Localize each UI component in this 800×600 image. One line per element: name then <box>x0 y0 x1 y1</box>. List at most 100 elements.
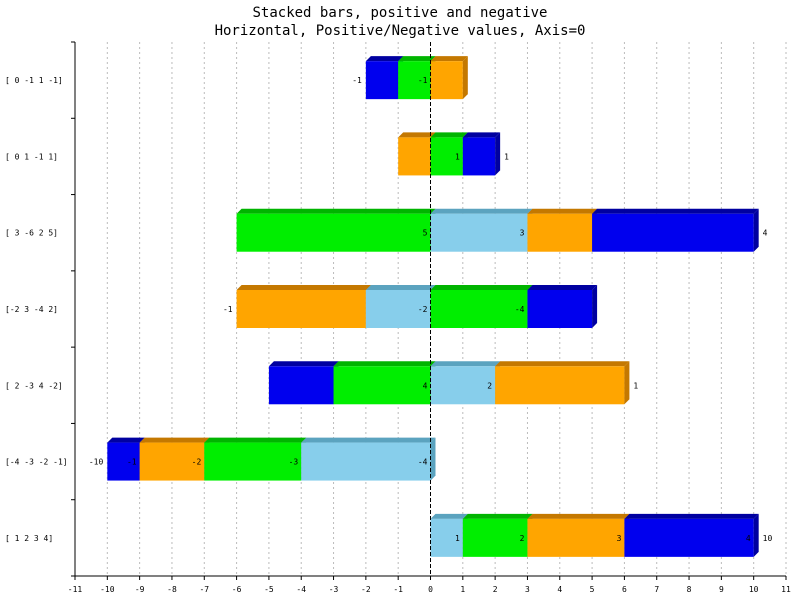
segment-value-label: 2 <box>520 534 525 543</box>
x-tick-label: 7 <box>654 585 659 594</box>
segment-value-label: 4 <box>746 534 751 543</box>
category-label: [ 3 -6 2 5] <box>5 229 58 238</box>
bar-segment <box>398 137 431 176</box>
x-tick-label: -8 <box>167 585 177 594</box>
x-tick-label: 0 <box>428 585 433 594</box>
bar-segment-side <box>430 437 436 481</box>
bar-group <box>107 437 436 481</box>
bar-segment-top <box>462 513 533 519</box>
bar-segment <box>527 290 593 328</box>
bar-group <box>398 132 501 176</box>
x-tick-label: 9 <box>719 585 724 594</box>
segment-value-label: -1 <box>127 458 137 467</box>
bar-segment <box>527 518 625 557</box>
total-value-label: 1 <box>633 381 638 390</box>
bar-segment-top <box>430 361 501 367</box>
total-value-label: -1 <box>223 305 233 314</box>
total-value-label: 4 <box>763 229 768 238</box>
bar-group <box>236 285 598 328</box>
bar-segment-side <box>624 361 630 405</box>
chart-title: Stacked bars, positive and negative <box>252 5 548 21</box>
total-value-label: -1 <box>352 76 362 85</box>
labels-layer: 1 2 3 4 10[ 1 2 3 4]-4-3-2-1-10[-4 -3 -2 -1]… <box>5 76 791 594</box>
bar-segment <box>430 366 496 405</box>
x-tick-label: -7 <box>199 585 209 594</box>
bar-segment <box>430 61 463 100</box>
x-tick-label: -10 <box>100 585 115 594</box>
segment-value-label: -2 <box>192 458 202 467</box>
x-tick-label: 10 <box>749 585 759 594</box>
bar-segment <box>527 213 593 252</box>
bar-segment <box>365 290 431 328</box>
bar-segment-top <box>301 437 436 443</box>
bar-segment <box>398 61 431 100</box>
bar-segment-side <box>462 56 468 100</box>
x-tick-label: -11 <box>68 585 83 594</box>
bar-segment <box>592 213 754 252</box>
bar-group <box>430 513 759 557</box>
x-tick-label: 4 <box>557 585 562 594</box>
bar-segment <box>430 518 463 557</box>
chart-subtitle: Horizontal, Positive/Negative values, Ax… <box>214 23 586 39</box>
x-tick-label: -5 <box>264 585 274 594</box>
bar-segment <box>430 290 528 328</box>
bar-segment-top <box>430 56 468 62</box>
bars-layer <box>107 56 759 557</box>
x-tick-label: 5 <box>590 585 595 594</box>
bar-segment-top <box>236 208 436 214</box>
x-tick-label: -9 <box>135 585 145 594</box>
x-tick-label: 2 <box>493 585 498 594</box>
bar-segment-top <box>365 285 436 290</box>
bar-segment-top <box>398 56 436 62</box>
bar-segment-top <box>430 513 468 519</box>
bar-segment-top <box>430 285 533 290</box>
bar-segment <box>204 442 302 481</box>
bar-segment-top <box>398 132 436 138</box>
bar-segment-top <box>333 361 436 367</box>
bar-segment <box>301 442 431 481</box>
category-label: [ 0 1 -1 1] <box>5 152 58 161</box>
bar-segment-top <box>236 285 371 290</box>
segment-value-label: 1 <box>455 152 460 161</box>
bar-segment-top <box>462 132 501 138</box>
segment-value-label: 1 <box>455 534 460 543</box>
bar-segment-top <box>107 437 145 443</box>
x-tick-label: -3 <box>329 585 339 594</box>
bar-segment-top <box>204 437 307 443</box>
axis-layer <box>71 41 787 580</box>
segment-value-label: -1 <box>418 76 428 85</box>
segment-value-label: -3 <box>289 458 299 467</box>
bar-segment-side <box>495 132 501 176</box>
bar-segment <box>268 366 334 405</box>
segment-value-label: -4 <box>515 305 525 314</box>
x-tick-label: -4 <box>296 585 306 594</box>
bar-segment <box>462 518 528 557</box>
bar-segment <box>365 61 399 100</box>
segment-value-label: 5 <box>423 229 428 238</box>
category-label: [-4 -3 -2 -1] <box>5 458 68 467</box>
bar-segment-top <box>139 437 210 443</box>
bar-segment-top <box>527 208 598 214</box>
bar-segment-top <box>527 513 630 519</box>
bar-segment <box>495 366 625 405</box>
category-label: [ 2 -3 4 -2] <box>5 381 63 390</box>
x-tick-label: 6 <box>622 585 627 594</box>
total-value-label: -10 <box>89 458 104 467</box>
bar-segment <box>430 137 463 176</box>
bar-segment <box>462 137 496 176</box>
x-tick-label: -2 <box>361 585 371 594</box>
bar-segment-top <box>624 513 759 519</box>
x-tick-label: -6 <box>232 585 242 594</box>
bar-segment-top <box>430 132 468 138</box>
segment-value-label: 4 <box>423 381 428 390</box>
segment-value-label: -4 <box>418 458 428 467</box>
x-tick-label: 11 <box>781 585 791 594</box>
bar-segment-top <box>365 56 404 62</box>
bar-group <box>268 361 630 405</box>
bar-segment-side <box>753 513 759 557</box>
segment-value-label: 2 <box>487 381 492 390</box>
bar-segment-top <box>268 361 339 367</box>
bar-segment <box>236 213 431 252</box>
bar-group <box>365 56 468 100</box>
